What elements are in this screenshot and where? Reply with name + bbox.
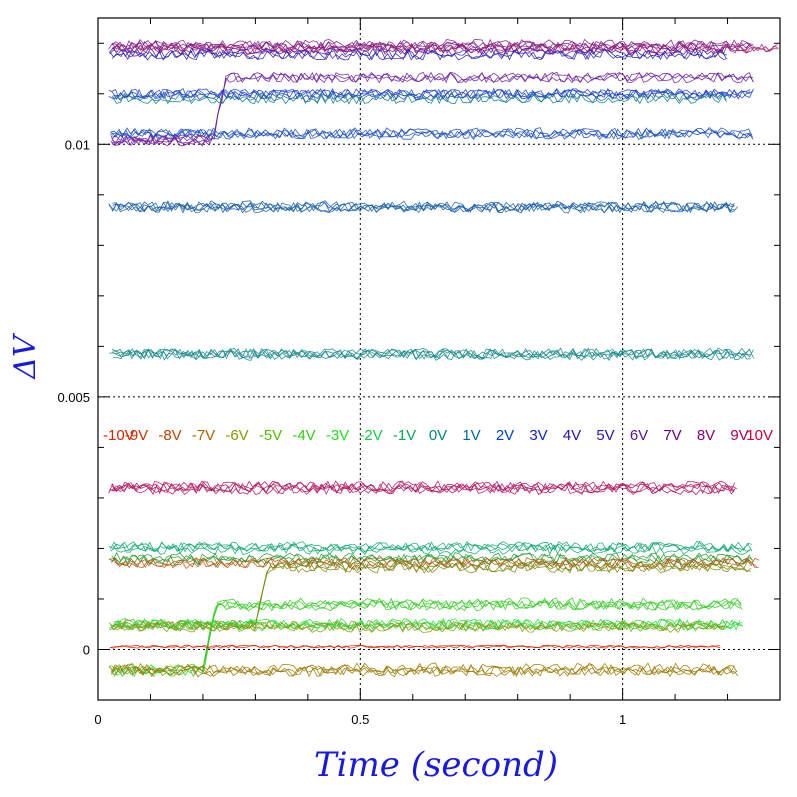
series-line-8-1	[112, 201, 735, 213]
series-line-7-0	[110, 135, 214, 146]
ticks: 0 0.5 1 0 0.005 0.01	[57, 18, 780, 727]
series-line-1-1	[109, 43, 779, 56]
legend-item-20: 10V	[746, 427, 773, 444]
series-line-12-2	[111, 553, 754, 565]
series-line-9-4	[109, 349, 751, 362]
legend-item-7: -3V	[326, 427, 349, 444]
y-tick-label-0: 0	[83, 642, 90, 657]
series-line-5-0	[112, 92, 727, 105]
series-line-7-1	[110, 133, 214, 145]
series-line-6-3	[109, 128, 752, 140]
series-line-8-4	[111, 202, 739, 214]
legend-item-0: -10V	[103, 427, 135, 444]
legend-item-15: 5V	[596, 427, 614, 444]
series-line-4-3	[108, 88, 751, 101]
series-line-13-1	[109, 557, 759, 569]
series-line-19-2	[112, 665, 739, 678]
legend: -10V-9V -8V -7V -6V -5V -4V -3V -2V -1V 0V 1V 2V 3V 4…	[103, 427, 773, 444]
series-line-15-1	[111, 597, 742, 675]
legend-item-8: -2V	[359, 427, 382, 444]
series-line-17-1	[109, 620, 728, 633]
legend-item-12: 2V	[496, 427, 514, 444]
series-line-7-2	[111, 134, 211, 147]
series-line-3-2	[111, 71, 754, 143]
axes	[97, 17, 781, 701]
series-line-3-1	[112, 71, 755, 143]
series-line-18-1	[110, 644, 721, 649]
series-line-14-0	[113, 561, 752, 631]
series-line-19-3	[110, 664, 738, 676]
series-line-11-0	[109, 541, 752, 553]
y-tick-label-1: 0.005	[57, 390, 90, 405]
series-line-4-2	[108, 89, 751, 101]
legend-item-2: -8V	[158, 427, 181, 444]
series-line-1-2	[112, 43, 778, 55]
series-line-2-2	[109, 49, 728, 61]
legend-item-19: 9V	[730, 427, 748, 444]
series-line-8-2	[108, 200, 735, 212]
legend-item-13: 3V	[529, 427, 547, 444]
legend-item-18: 8V	[697, 427, 715, 444]
x-tick-label-0: 0	[94, 712, 101, 727]
series-line-6-2	[111, 129, 754, 141]
legend-item-14: 4V	[563, 427, 581, 444]
series-line-11-2	[112, 543, 751, 556]
y-tick-label-2: 0.01	[65, 137, 90, 152]
grid	[98, 18, 780, 700]
series-line-4-1	[111, 88, 754, 101]
series-line-10-4	[111, 480, 738, 492]
series-line-17-2	[111, 621, 726, 634]
series-line-16-0	[108, 617, 743, 630]
series-line-5-1	[112, 93, 727, 105]
series-line-9-3	[111, 347, 754, 359]
legend-item-3: -7V	[192, 427, 215, 444]
x-tick-label-1: 0.5	[351, 712, 369, 727]
series-line-10-1	[109, 481, 736, 492]
y-axis-label: ΔV	[8, 332, 43, 380]
legend-item-4: -6V	[225, 427, 248, 444]
series	[108, 38, 779, 678]
legend-item-1: -9V	[125, 427, 148, 444]
series-line-11-3	[110, 541, 753, 553]
x-axis-label: Time (second)	[314, 745, 558, 785]
legend-item-11: 1V	[462, 427, 480, 444]
series-line-16-3	[112, 619, 743, 632]
x-tick-label-2: 1	[619, 712, 626, 727]
plot-frame	[97, 17, 781, 701]
series-line-14-1	[113, 560, 752, 631]
series-line-12-1	[108, 551, 751, 564]
legend-item-17: 7V	[663, 427, 681, 444]
series-line-2-1	[108, 46, 728, 59]
series-line-10-3	[108, 482, 735, 495]
legend-item-6: -4V	[292, 427, 315, 444]
legend-item-10: 0V	[429, 427, 447, 444]
legend-item-9: -1V	[393, 427, 416, 444]
legend-item-5: -5V	[259, 427, 282, 444]
legend-item-16: 6V	[630, 427, 648, 444]
series-line-11-1	[108, 540, 751, 553]
series-line-15-3	[108, 599, 743, 677]
